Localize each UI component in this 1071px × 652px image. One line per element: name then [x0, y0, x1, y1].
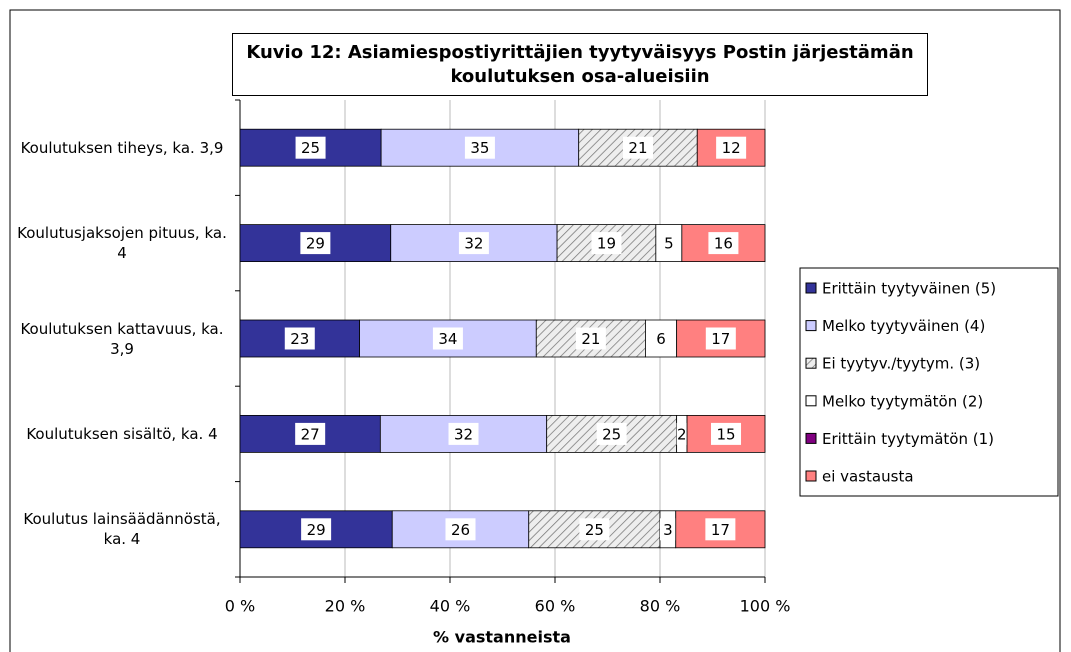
data-label: 25	[301, 139, 320, 157]
legend-swatch	[805, 357, 817, 369]
legend-swatch	[805, 282, 817, 294]
data-label: 17	[711, 521, 730, 539]
bar-segment	[528, 510, 661, 549]
data-label-box	[708, 232, 739, 255]
legend-swatch	[805, 320, 817, 332]
data-label-box	[711, 422, 742, 445]
data-label-box	[660, 518, 676, 541]
data-label-box	[284, 327, 315, 350]
y-tick-label: Koulutuksen tiheys, ka. 3,9	[20, 138, 224, 157]
legend-label: Melko tyytyväinen (4)	[822, 317, 985, 335]
y-tick-label: Koulutusjaksojen pituus, ka. 4	[17, 224, 227, 263]
data-label-box	[716, 136, 747, 159]
data-label-box	[676, 422, 688, 445]
data-label-box	[445, 518, 476, 541]
data-label: 34	[438, 330, 457, 348]
legend-label: Melko tyytymätön (2)	[822, 392, 983, 410]
data-label: 19	[597, 235, 616, 253]
data-label: 12	[722, 139, 741, 157]
data-label: 6	[656, 330, 666, 348]
data-label: 27	[301, 425, 320, 443]
data-label-box	[591, 232, 622, 255]
x-tick-label: 60 %	[535, 597, 576, 616]
data-label-box	[705, 518, 736, 541]
x-tick-label: 20 %	[325, 597, 366, 616]
x-tick-label: 40 %	[430, 597, 471, 616]
data-label-box	[448, 422, 479, 445]
legend-swatch	[805, 470, 817, 482]
frame	[9, 9, 1061, 652]
data-label: 35	[470, 139, 489, 157]
legend-swatch	[805, 395, 817, 407]
bar-segment	[676, 319, 766, 358]
data-label: 32	[454, 425, 473, 443]
data-label: 15	[716, 425, 735, 443]
bar-segment	[239, 128, 382, 167]
data-label-box	[705, 327, 736, 350]
x-axis-title: % vastanneista	[433, 628, 571, 647]
data-label-box	[658, 232, 679, 255]
data-label-box	[464, 136, 495, 159]
data-label: 21	[628, 139, 647, 157]
data-label-box	[575, 327, 606, 350]
data-label-box	[300, 232, 331, 255]
y-tick-label: Koulutuksen sisältö, ka. 4	[26, 424, 218, 443]
data-label: 17	[711, 330, 730, 348]
legend-swatch	[805, 432, 817, 444]
data-label-box	[596, 422, 627, 445]
legend-label: Erittäin tyytymätön (1)	[822, 430, 994, 448]
data-label: 25	[585, 521, 604, 539]
data-label: 21	[581, 330, 600, 348]
bar-segment	[239, 510, 393, 549]
data-label-box	[458, 232, 489, 255]
legend-label: Ei tyytyv./tyytym. (3)	[822, 355, 980, 373]
chart-title: Kuvio 12: Asiamiespostiyrittäjien tyytyv…	[232, 33, 928, 96]
x-tick-label: 80 %	[640, 597, 681, 616]
data-label: 3	[663, 521, 673, 539]
data-label-box	[651, 327, 672, 350]
data-label: 26	[451, 521, 470, 539]
data-label: 16	[714, 235, 733, 253]
data-label: 23	[290, 330, 309, 348]
data-label-box	[295, 422, 326, 445]
x-tick-label: 0 %	[225, 597, 255, 616]
legend-label: Erittäin tyytyväinen (5)	[822, 280, 996, 298]
data-label: 29	[306, 235, 325, 253]
data-label: 5	[664, 235, 674, 253]
bar-segment	[239, 319, 360, 358]
data-label-box	[622, 136, 653, 159]
x-tick-label: 100 %	[740, 597, 791, 616]
data-label: 2	[677, 425, 687, 443]
data-label: 25	[602, 425, 621, 443]
y-tick-label: Koulutus lainsäädännöstä, ka. 4	[23, 510, 221, 549]
data-label-box	[432, 327, 463, 350]
data-label-box	[301, 518, 332, 541]
data-label-box	[579, 518, 610, 541]
legend-box	[799, 267, 1059, 497]
data-label-box	[295, 136, 326, 159]
legend-label: ei vastausta	[822, 468, 914, 486]
y-tick-label: Koulutuksen kattavuus, ka. 3,9	[20, 319, 224, 358]
data-label: 32	[464, 235, 483, 253]
data-label: 29	[307, 521, 326, 539]
